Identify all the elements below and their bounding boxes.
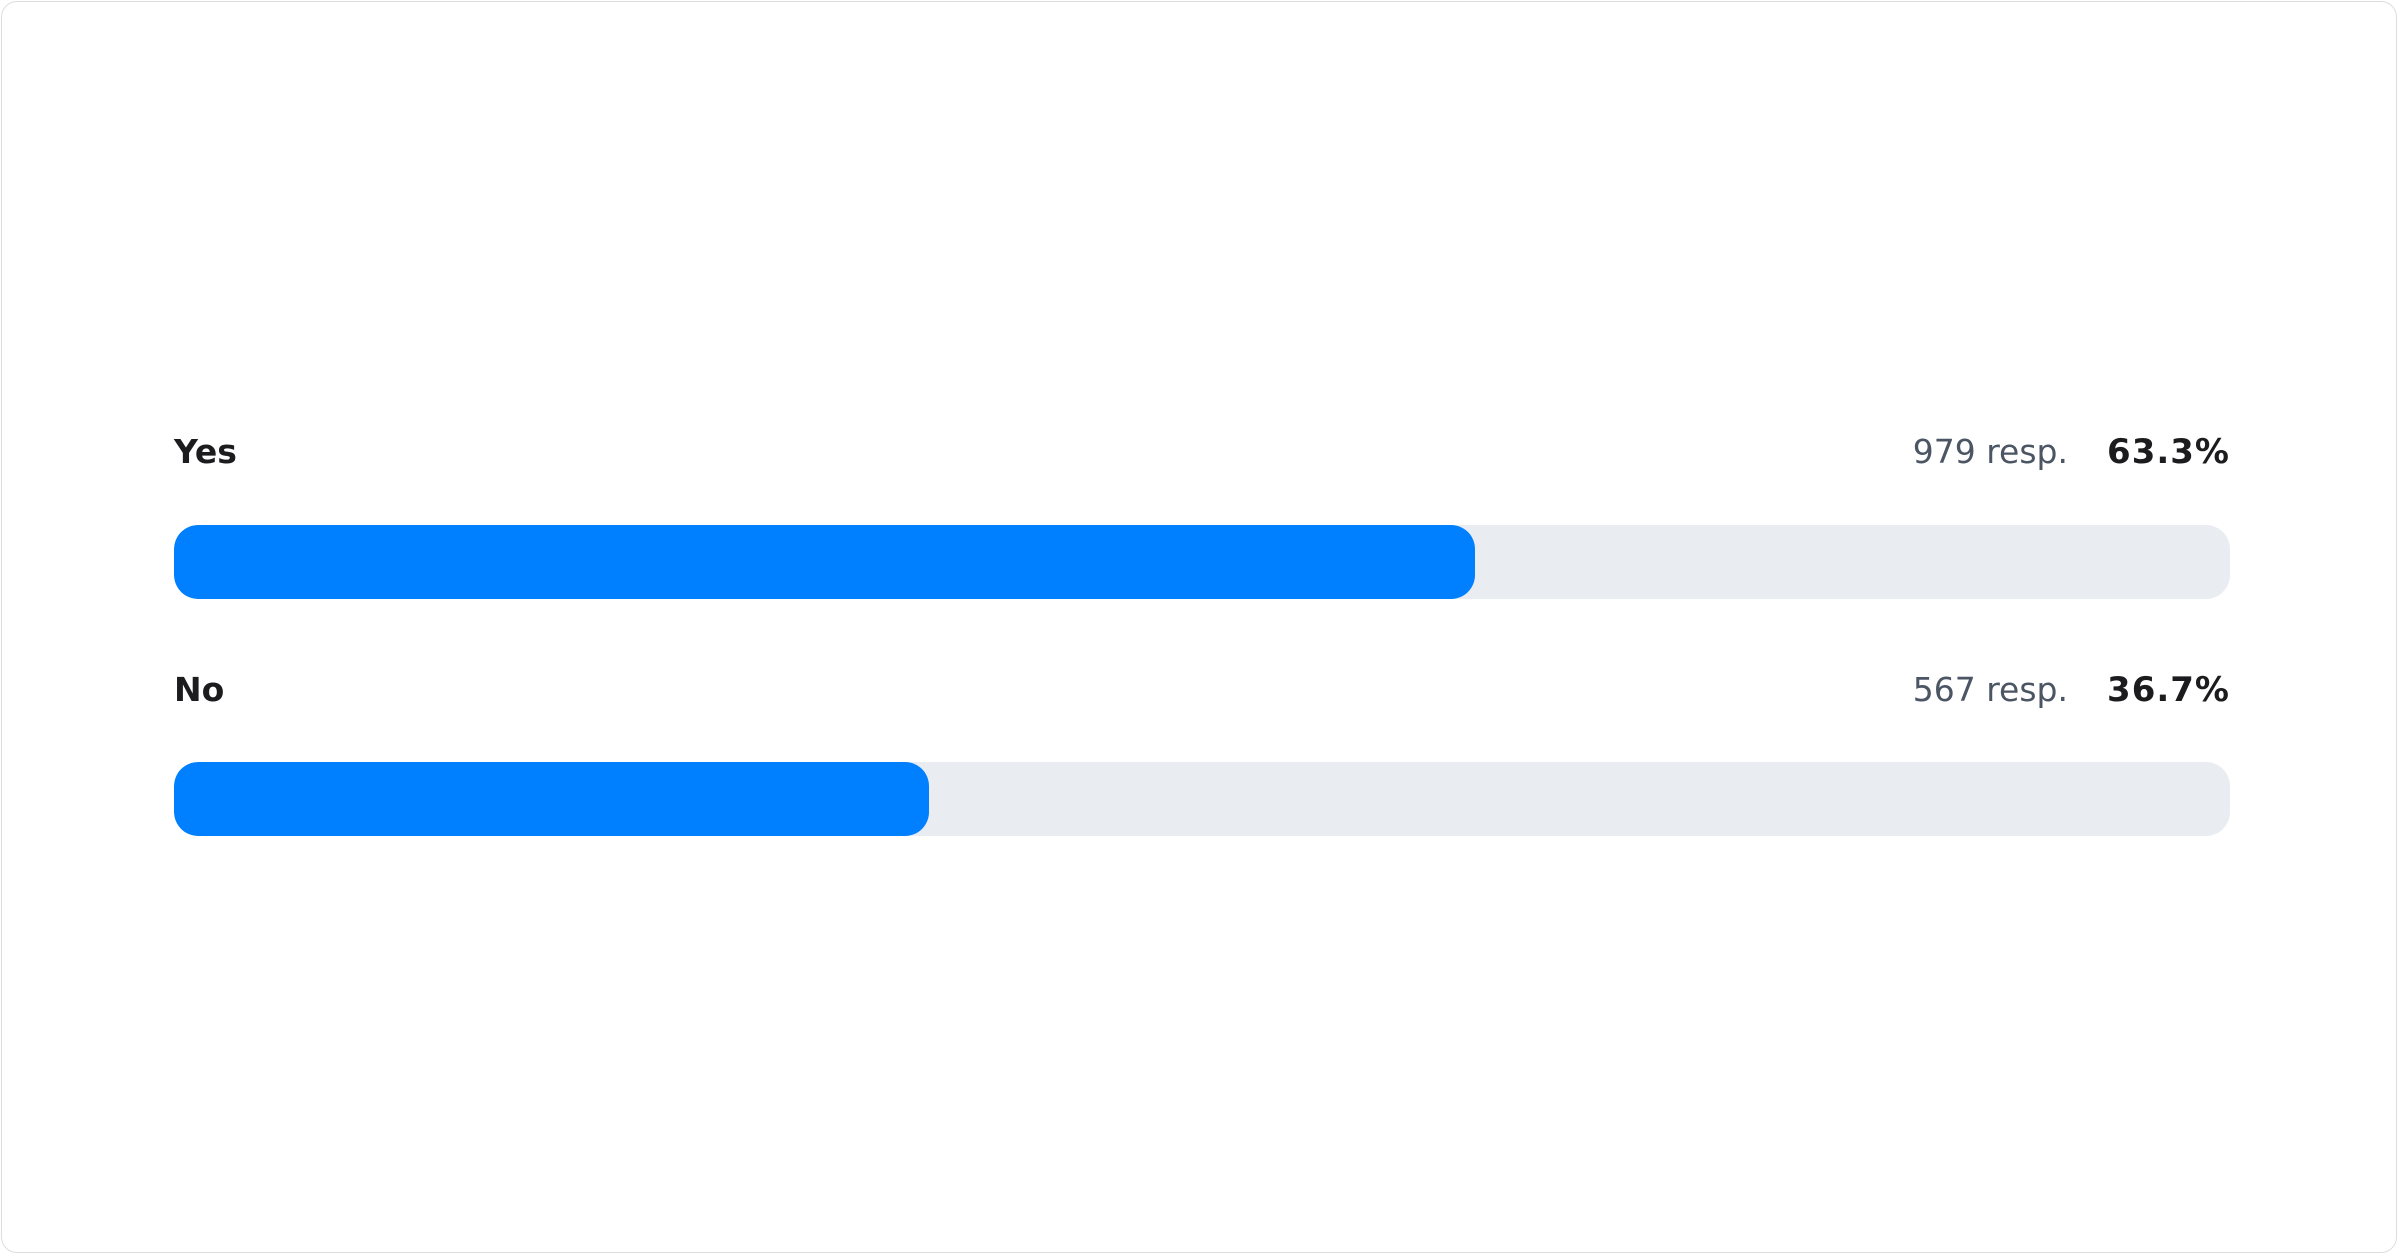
percentage: 63.3% [2107,432,2230,472]
poll-option-no: No 567 resp. 36.7% [174,670,2230,836]
percentage: 36.7% [2107,670,2230,710]
option-label: No [174,670,225,709]
response-count: 567 resp. [1912,670,2068,709]
poll-option-yes: Yes 979 resp. 63.3% [174,432,2230,599]
progress-track [174,762,2230,836]
progress-fill-no [174,762,929,836]
response-count: 979 resp. [1912,432,2068,471]
progress-fill-yes [174,525,1476,599]
option-label: Yes [174,432,237,471]
progress-track [174,525,2230,599]
